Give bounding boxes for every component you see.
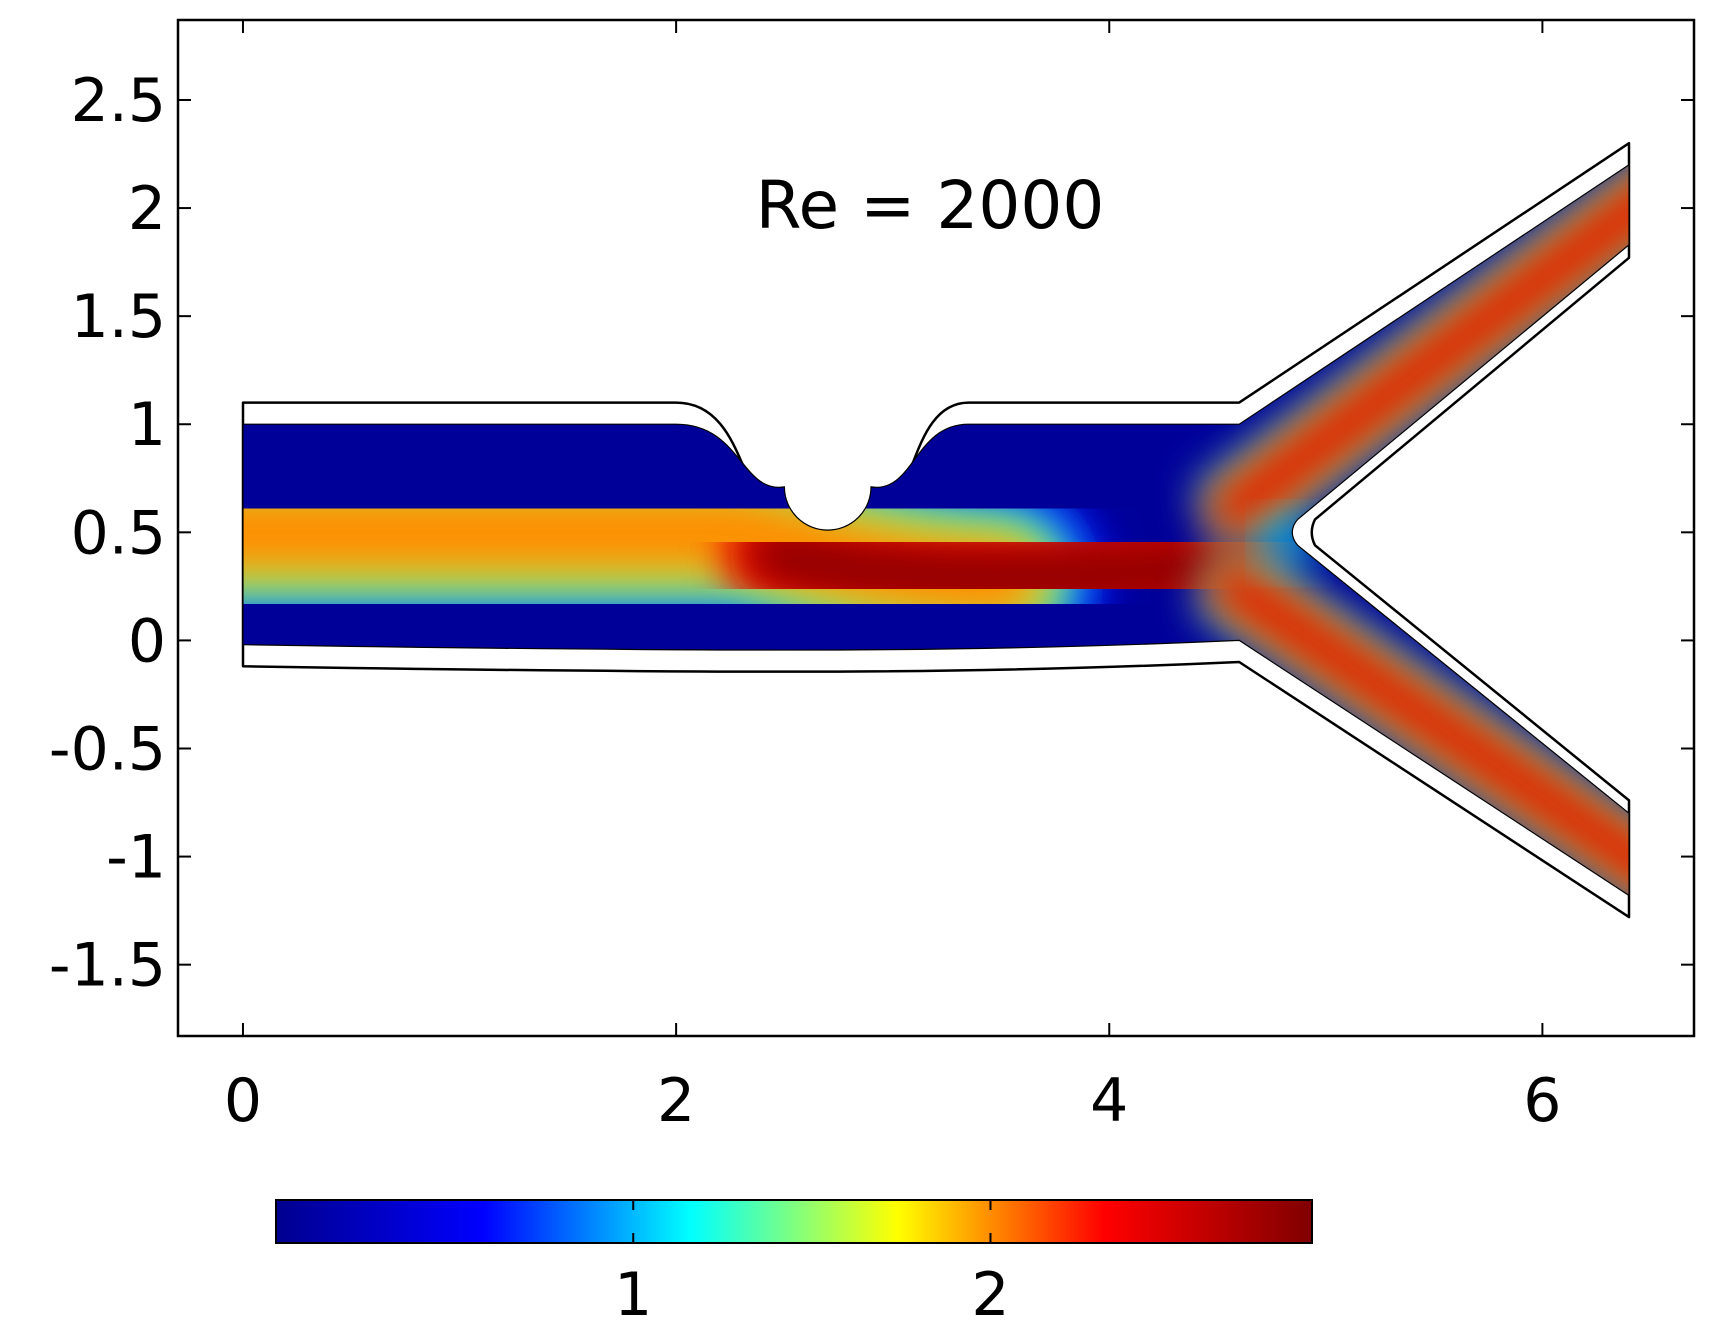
y-tick-label: -0.5 (49, 714, 166, 784)
y-tick-label: 2 (128, 174, 166, 244)
y-tick-label: 1 (128, 390, 166, 460)
y-tick-label: 0 (128, 606, 166, 676)
axis-ticks (178, 20, 1694, 1036)
jet-velocity-band (752, 532, 1250, 599)
reynolds-annotation: Re = 2000 (756, 167, 1105, 244)
upper-branch-velocity-band (1205, 164, 1629, 538)
colorbar-tick-label: 2 (971, 1260, 1009, 1330)
lower-branch-velocity-band (1205, 558, 1629, 896)
y-tick-label: -1 (106, 823, 166, 893)
x-tick-labels: 0 2 4 6 (224, 1066, 1562, 1136)
x-tick-label: 2 (657, 1066, 695, 1136)
fluid-domain-outline (242, 163, 1630, 897)
y-tick-label: 0.5 (71, 498, 166, 568)
y-tick-label: 1.5 (71, 282, 166, 352)
colorbar (275, 1199, 1313, 1244)
y-tick-labels: 2.5 2 1.5 1 0.5 0 -0.5 -1 -1.5 (49, 66, 166, 1001)
y-tick-label: 2.5 (71, 66, 166, 136)
colorbar-tick-label: 1 (614, 1260, 652, 1330)
x-tick-label: 6 (1523, 1066, 1561, 1136)
x-tick-label: 0 (224, 1066, 262, 1136)
x-tick-label: 4 (1090, 1066, 1128, 1136)
y-tick-label: -1.5 (49, 931, 166, 1001)
